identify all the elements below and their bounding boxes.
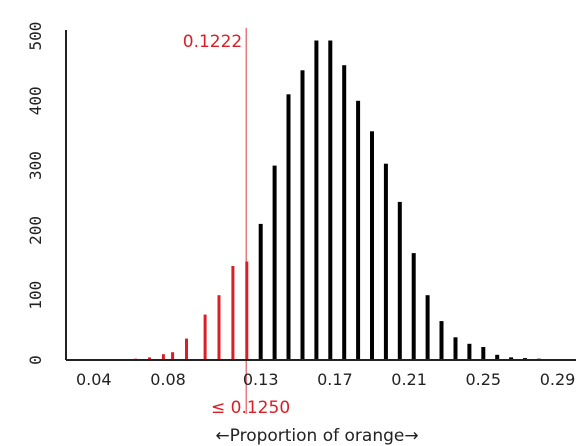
x-axis-label: ←Proportion of orange→ (215, 426, 418, 446)
x-tick-label: 0.17 (317, 370, 353, 389)
y-tick-label: 500 (26, 22, 45, 51)
bar-19 (397, 201, 402, 360)
y-tick-label: 100 (26, 281, 45, 310)
x-tick-label: 0.04 (76, 370, 112, 389)
bar-22 (439, 321, 444, 360)
y-tick-labels: 0 100 200 300 400 500 (26, 22, 45, 365)
x-tick-label: 0.29 (540, 370, 576, 389)
bar-16 (356, 100, 361, 361)
x-tick-labels: 0.04 0.08 0.13 0.17 0.21 0.25 0.29 (76, 370, 575, 389)
bars-layer (134, 40, 541, 361)
bar-14 (328, 40, 333, 360)
bar-5 (203, 314, 207, 360)
bar-11 (286, 94, 291, 361)
bar-17 (370, 131, 374, 360)
bar-8 (245, 261, 249, 360)
bar-26 (495, 354, 500, 360)
bar-24 (467, 343, 472, 360)
bar-3 (171, 352, 175, 360)
bar-1 (148, 357, 151, 360)
x-tick-label: 0.21 (391, 370, 427, 389)
x-tick-label: 0.25 (465, 370, 501, 389)
bar-15 (342, 65, 347, 360)
bar-9 (258, 223, 263, 360)
threshold-label: 0.1222 (183, 32, 242, 52)
bar-7 (231, 266, 235, 360)
bar-23 (453, 337, 458, 360)
axes-layer (65, 30, 576, 361)
x-tick-label: 0.08 (150, 370, 186, 389)
bar-27 (509, 357, 514, 360)
bar-4 (185, 338, 188, 360)
x-tick-label: 0.13 (243, 370, 279, 389)
y-tick-label: 400 (26, 86, 45, 115)
bar-20 (411, 253, 416, 360)
bar-6 (217, 295, 221, 360)
y-tick-label: 300 (26, 151, 45, 180)
bar-12 (300, 70, 305, 361)
bar-2 (161, 354, 165, 360)
bar-13 (314, 40, 319, 360)
threshold-sublabel: ≤ 0.1250 (211, 398, 290, 418)
bar-25 (481, 347, 486, 360)
bar-21 (425, 295, 430, 360)
y-tick-label: 0 (26, 355, 45, 365)
y-tick-label: 200 (26, 216, 45, 245)
bar-10 (272, 165, 277, 360)
bar-18 (383, 163, 388, 360)
